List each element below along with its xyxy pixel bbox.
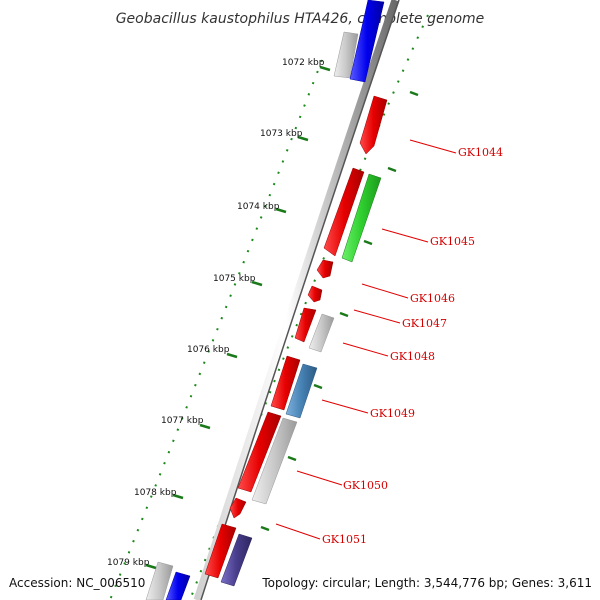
map-title: Geobacillus kaustophilus HTA426, complet… [116, 11, 485, 27]
gene-label-gk1045[interactable]: GK1045 [430, 235, 475, 248]
gene-label-gk1047[interactable]: GK1047 [402, 317, 447, 330]
feature-red-bottom [204, 523, 237, 579]
genome-backbone [193, 0, 399, 600]
topology-text: Topology: circular; Length: 3,544,776 bp… [261, 576, 592, 590]
feature-gk1046 [316, 259, 334, 279]
feature-gk1044 [359, 95, 388, 155]
tick-label-1073: 1073 kbp [260, 129, 303, 139]
feature-gk1047 [307, 285, 323, 303]
tick-label-1074: 1074 kbp [237, 202, 280, 212]
feature-arrows [145, 0, 388, 600]
gene-label-gk1051[interactable]: GK1051 [322, 533, 367, 546]
gene-label-gk1048[interactable]: GK1048 [390, 350, 435, 363]
tick-label-1075: 1075 kbp [213, 274, 256, 284]
feature-blue-top [349, 0, 385, 83]
feature-gk1051 [229, 497, 247, 519]
feature-gk1045-red [323, 167, 365, 257]
outer-ring-ticks [260, 90, 419, 532]
gene-label-gk1044[interactable]: GK1044 [458, 146, 503, 159]
feature-gk1049-steel [285, 363, 318, 419]
tick-label-1077: 1077 kbp [161, 416, 204, 426]
feature-gk1050-red [237, 411, 282, 493]
feature-gk1048-grey [308, 313, 335, 353]
tick-label-1072: 1072 kbp [282, 58, 325, 68]
label-leaders [275, 139, 457, 540]
inner-tick-ring [109, 59, 323, 600]
tick-label-1078: 1078 kbp [134, 488, 177, 498]
tick-label-1079: 1079 kbp [107, 558, 150, 568]
major-ticks [145, 65, 331, 570]
feature-blue-bottom [165, 571, 191, 600]
accession-text: Accession: NC_006510 [9, 576, 145, 590]
feature-slate-bottom [220, 533, 253, 587]
feature-gk1048-red [294, 307, 317, 343]
gene-label-gk1046[interactable]: GK1046 [410, 292, 455, 305]
feature-gk1045-green [341, 173, 382, 263]
gene-label-gk1050[interactable]: GK1050 [343, 479, 388, 492]
feature-grey-bottom [145, 561, 174, 600]
gene-label-gk1049[interactable]: GK1049 [370, 407, 415, 420]
genome-backbone-edge [200, 0, 400, 600]
feature-gk1050-grey [251, 417, 298, 505]
tick-label-1076: 1076 kbp [187, 345, 230, 355]
feature-gk1049-red [270, 355, 301, 411]
